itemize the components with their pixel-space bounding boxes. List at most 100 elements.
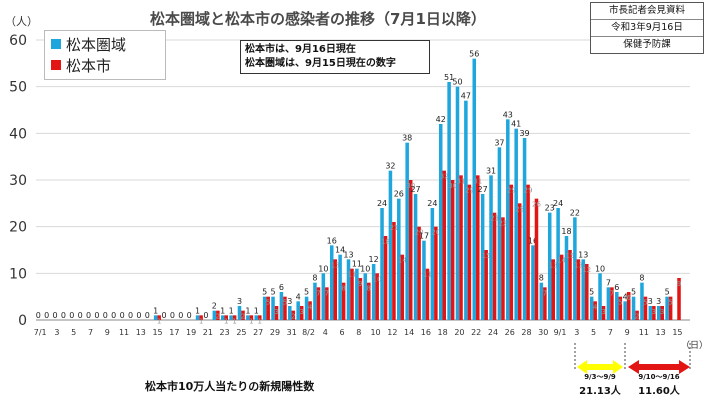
arrow-head-right-1 (613, 360, 623, 374)
data-label-region: 8 (312, 274, 317, 283)
data-label-city: 12 (582, 266, 591, 274)
data-label-region: 42 (436, 115, 446, 124)
bar-region (606, 287, 611, 320)
bar-city (216, 310, 220, 320)
data-label-region: 0 (78, 311, 83, 320)
x-axis-unit: （日） (681, 341, 709, 351)
arrow-head-right-2 (679, 360, 690, 374)
bar-region (405, 142, 409, 320)
data-label-city: 8 (341, 285, 345, 293)
bar-region (539, 282, 544, 320)
bar-city (375, 273, 379, 320)
data-label-region: 5 (304, 288, 309, 297)
bar-region (397, 198, 401, 320)
x-tick-label: 28 (521, 328, 531, 337)
bar-city (241, 310, 245, 320)
data-label-region: 0 (36, 311, 41, 320)
bar-region (355, 268, 359, 320)
bar-city (501, 217, 505, 320)
data-label-city: 5 (266, 299, 270, 307)
data-label-region: 3 (656, 297, 661, 306)
data-label-city: 13 (574, 261, 583, 269)
x-tick-label: 13 (136, 328, 146, 337)
bar-city (258, 315, 262, 320)
data-label-region: 10 (595, 264, 605, 273)
bar-city (367, 282, 371, 320)
legend-label-city: 松本市 (66, 57, 112, 75)
data-label-city: 29 (507, 187, 516, 195)
data-label-region: 1 (245, 306, 250, 315)
data-label-region: 3 (237, 297, 242, 306)
data-label-city: 5 (618, 299, 622, 307)
bar-city (266, 296, 270, 320)
data-label-region: 24 (377, 199, 387, 208)
data-label-region: 0 (69, 311, 74, 320)
bar-region (246, 315, 250, 320)
data-label-region: 3 (287, 297, 292, 306)
data-label-region: 56 (469, 50, 479, 59)
legend-label-region: 松本圏域 (66, 36, 127, 54)
data-label-city: 11 (348, 271, 357, 279)
period-1-label: 9/3〜9/9 (584, 373, 616, 381)
bar-region (430, 208, 435, 320)
y-tick-label: 10 (9, 266, 27, 282)
bar-city (534, 198, 539, 320)
legend-item-city: 松本市 (51, 55, 111, 76)
data-label-region: 47 (461, 92, 471, 101)
x-tick-label: 7 (88, 328, 93, 337)
bar-region (656, 306, 661, 320)
data-label-city: 2 (241, 313, 245, 321)
bar-region (531, 245, 535, 320)
data-label-city: 6 (626, 294, 631, 302)
x-tick-label: 9/1 (554, 328, 567, 337)
x-tick-label: 15 (672, 328, 682, 337)
data-label-city: 29 (465, 187, 474, 195)
bar-city (668, 296, 673, 320)
data-label-region: 0 (61, 311, 66, 320)
x-tick-label: 6 (339, 328, 344, 337)
bar-city (593, 301, 597, 320)
data-label-city: 7 (325, 289, 329, 297)
data-label-city: 4 (593, 303, 598, 311)
x-tick-label: 3 (54, 328, 59, 337)
bar-city (316, 287, 321, 320)
legend: 松本圏域 松本市 (44, 30, 166, 80)
bar-region (313, 282, 317, 320)
data-label-city: 18 (381, 238, 390, 246)
x-tick-label: 13 (656, 328, 666, 337)
x-tick-label: 5 (71, 328, 76, 337)
data-label-region: 5 (270, 288, 275, 297)
x-tick-label: 18 (438, 328, 448, 337)
bar-region (497, 147, 502, 320)
caption: 松本市10万人当たりの新規陽性数 (145, 380, 315, 393)
data-label-region: 22 (570, 208, 580, 217)
data-label-region: 0 (86, 311, 91, 320)
data-label-city: 14 (398, 257, 407, 265)
bar-city (517, 203, 522, 320)
data-label-region: 4 (296, 292, 301, 301)
bar-region (271, 296, 275, 320)
bar-region (363, 273, 368, 320)
bar-region (288, 306, 292, 320)
data-label-region: 0 (145, 311, 150, 320)
data-label-city: 1 (249, 317, 253, 325)
bar-region (631, 296, 636, 320)
data-label-region: 6 (279, 283, 284, 292)
x-tick-label: 31 (287, 328, 297, 337)
data-label-city: 31 (473, 177, 482, 185)
y-tick-label: 40 (9, 126, 27, 142)
data-label-region: 8 (639, 274, 644, 283)
data-label-region: 23 (545, 204, 555, 213)
data-label-region: 0 (170, 311, 175, 320)
data-label-region: 0 (120, 311, 125, 320)
info-line-2: 令和3年9月16日 (591, 20, 703, 37)
x-tick-label: 9 (105, 328, 110, 337)
data-label-city: 2 (635, 313, 639, 321)
info-box: 市長記者会見資料 令和3年9月16日 保健予防課 (590, 2, 704, 54)
x-tick-label: 22 (471, 328, 481, 337)
bar-city (157, 315, 161, 320)
data-label-region: 39 (519, 129, 529, 138)
data-label-region: 4 (623, 292, 628, 301)
bar-region (229, 315, 233, 320)
